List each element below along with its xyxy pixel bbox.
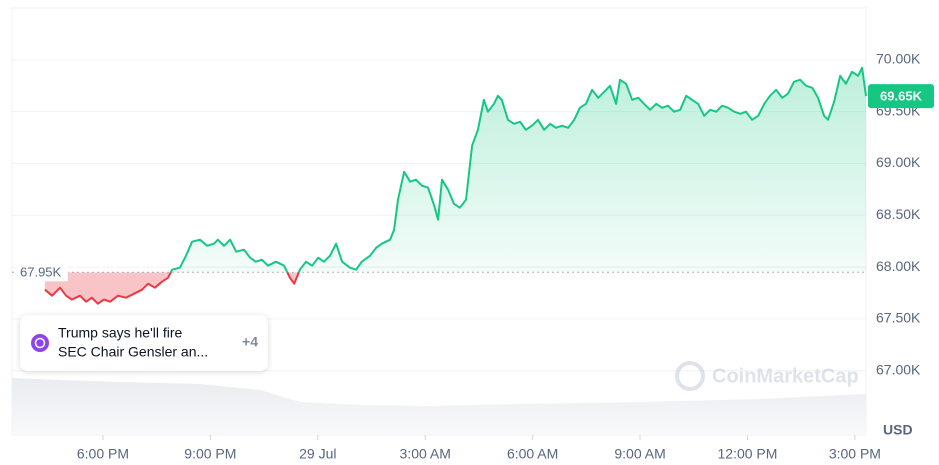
y-tick-label: 67.50K [876, 310, 921, 326]
x-tick-label: 6:00 PM [77, 446, 129, 462]
price-area [44, 67, 866, 304]
news-count: +4 [242, 334, 258, 350]
news-card[interactable]: Trump says he'll fire SEC Chair Gensler … [20, 315, 268, 371]
y-tick-label: 69.00K [876, 154, 921, 170]
watermark-logo [675, 361, 705, 391]
watermark: CoinMarketCap [675, 361, 859, 391]
volume-area [12, 378, 866, 435]
x-tick-label: 3:00 PM [829, 446, 881, 462]
x-tick-label: 12:00 PM [718, 446, 778, 462]
y-tick-label: 70.00K [876, 51, 921, 67]
reference-label: 67.95K [20, 265, 62, 280]
news-icon [31, 334, 49, 352]
news-line: Trump says he'll fire [58, 325, 183, 341]
x-tick-label: 9:00 AM [614, 446, 665, 462]
y-tick-label: 67.00K [876, 361, 921, 377]
current-price-label: 69.65K [880, 89, 923, 104]
marks [12, 66, 867, 305]
news-card-bg[interactable] [20, 315, 268, 371]
x-tick-label: 29 Jul [299, 446, 336, 462]
y-tick-label: 68.50K [876, 206, 921, 222]
unit-label: USD [883, 422, 913, 438]
current-price-bg [868, 84, 934, 109]
price-line [44, 66, 867, 305]
y-tick-label: 68.00K [876, 258, 921, 274]
x-tick-label: 9:00 PM [184, 446, 236, 462]
x-tick-label: 6:00 AM [507, 446, 558, 462]
news-icon-clock [34, 337, 46, 349]
reference-label-bg [16, 263, 68, 282]
news-line: SEC Chair Gensler an... [58, 344, 208, 360]
x-tick-label: 3:00 AM [400, 446, 451, 462]
labels: 67.00K67.50K68.00K68.50K69.00K69.50K70.0… [16, 51, 934, 462]
watermark-text: CoinMarketCap [712, 365, 859, 387]
